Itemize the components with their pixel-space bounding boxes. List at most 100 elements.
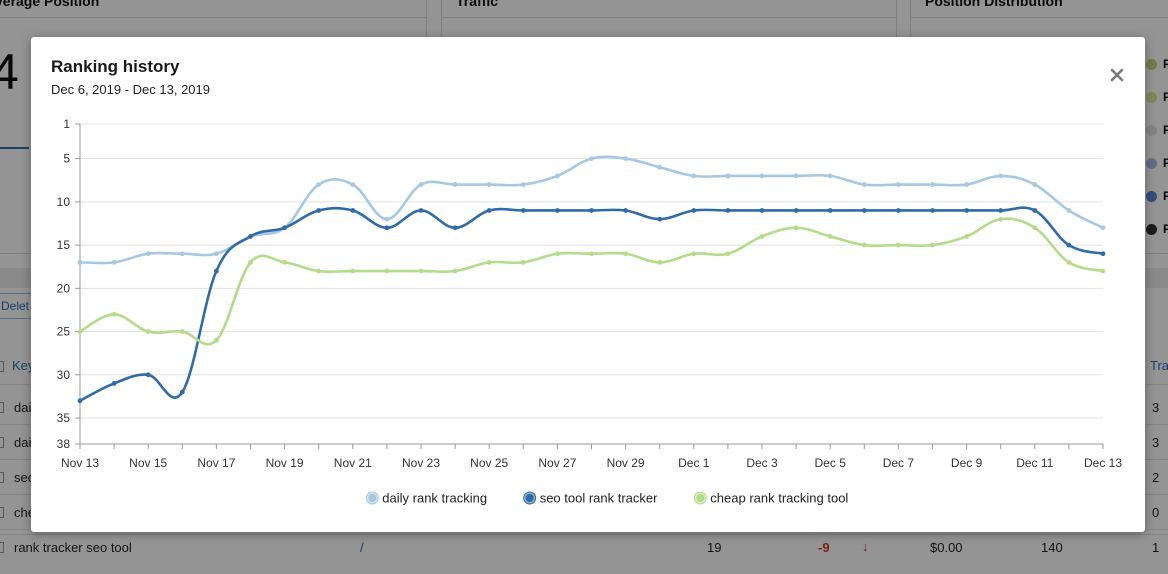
data-point — [691, 173, 697, 179]
down-arrow-icon: ↓ — [862, 539, 869, 554]
row-checkbox[interactable] — [0, 402, 4, 413]
data-point — [930, 242, 935, 248]
average-position-sparkline — [0, 147, 29, 149]
data-point — [657, 164, 663, 170]
last-row-url[interactable]: / — [360, 540, 364, 555]
data-point — [486, 259, 492, 265]
data-point — [1100, 268, 1106, 274]
data-point — [725, 208, 731, 213]
row-checkbox[interactable] — [0, 437, 4, 448]
data-point — [555, 173, 560, 179]
series-line — [79, 217, 1104, 346]
data-point — [350, 182, 356, 187]
y-tick-label: 30 — [57, 368, 71, 382]
modal-title: Ranking history — [51, 57, 180, 76]
close-icon[interactable] — [1109, 67, 1125, 83]
x-tick-label: Nov 27 — [538, 456, 576, 470]
legend-swatch-inner — [368, 494, 377, 502]
legend-label: P — [1163, 57, 1168, 71]
data-point — [759, 234, 765, 239]
x-tick-label: Nov 13 — [61, 456, 99, 470]
data-point — [214, 337, 219, 343]
average-position-value: 4 — [0, 44, 19, 100]
data-point — [827, 234, 833, 239]
data-point — [964, 234, 969, 239]
series-seo-tool-rank-tracker — [77, 206, 1106, 404]
y-tick-label: 5 — [63, 152, 70, 166]
data-point — [1066, 242, 1072, 248]
data-point — [964, 182, 969, 187]
select-all-checkbox[interactable] — [0, 361, 4, 372]
legend-item[interactable]: seo tool rank tracker — [523, 491, 658, 506]
data-point — [316, 268, 322, 274]
legend-item[interactable]: daily rank tracking — [365, 491, 487, 506]
position-distribution-title: Position Distribution — [925, 0, 1063, 9]
data-point — [316, 208, 322, 213]
data-point — [725, 173, 731, 179]
data-point — [486, 182, 492, 187]
data-point — [623, 208, 628, 213]
y-tick-label: 15 — [57, 238, 71, 252]
data-point — [1066, 259, 1072, 265]
traffic-column-header[interactable]: Tra — [1150, 358, 1168, 373]
data-point — [1100, 251, 1106, 257]
x-tick-label: Nov 25 — [470, 456, 508, 470]
x-tick-label: Dec 5 — [815, 456, 847, 470]
data-point — [896, 182, 901, 187]
x-tick-label: Dec 11 — [1016, 456, 1053, 470]
legend-item[interactable]: cheap rank tracking tool — [693, 491, 848, 506]
data-point — [384, 216, 390, 222]
data-point — [520, 208, 526, 213]
x-tick-label: Dec 7 — [883, 456, 915, 470]
legend-dot — [1146, 158, 1157, 169]
row-keyword: dai — [14, 400, 32, 415]
data-point — [930, 208, 935, 213]
x-tick-label: Nov 23 — [402, 456, 440, 470]
data-point — [861, 208, 867, 213]
data-point — [145, 329, 151, 334]
data-point — [179, 329, 185, 334]
average-position-title: verage Position — [0, 0, 100, 9]
legend-label: P — [1163, 189, 1168, 203]
legend-dot — [1146, 125, 1157, 136]
data-point — [77, 329, 83, 334]
data-point — [316, 182, 322, 187]
y-tick-label: 1 — [63, 117, 70, 131]
legend-label: seo tool rank tracker — [540, 491, 658, 506]
data-point — [691, 251, 697, 257]
data-point — [793, 173, 799, 179]
data-point — [418, 208, 424, 213]
legend-label: cheap rank tracking tool — [710, 491, 848, 506]
legend-label: P — [1163, 123, 1168, 137]
data-point — [452, 225, 458, 231]
x-tick-label: Nov 15 — [129, 456, 167, 470]
data-point — [1032, 182, 1038, 187]
keyword-column-header[interactable]: Key — [12, 358, 35, 373]
y-tick-label: 35 — [57, 411, 71, 425]
data-point — [589, 156, 594, 161]
data-point — [282, 259, 287, 265]
data-point — [77, 259, 83, 265]
last-row-cpc: $0.00 — [930, 540, 963, 555]
row-keyword: dai — [14, 435, 32, 450]
x-tick-label: Dec 1 — [678, 456, 710, 470]
modal-date-range: Dec 6, 2019 - Dec 13, 2019 — [51, 82, 210, 97]
row-traffic: 0 — [1152, 505, 1160, 520]
data-point — [486, 208, 492, 213]
data-point — [589, 251, 594, 257]
x-tick-label: Nov 21 — [334, 456, 372, 470]
row-keyword: che — [14, 505, 35, 520]
data-point — [452, 182, 458, 187]
x-axis: Nov 13 Nov 15 Nov 17 Nov 19 Nov 21 Nov 23 Nov … — [61, 443, 1122, 470]
data-point — [555, 208, 560, 213]
row-checkbox[interactable] — [0, 507, 4, 518]
row-checkbox[interactable] — [0, 472, 4, 483]
row-checkbox[interactable] — [0, 542, 4, 553]
y-tick-label: 38 — [57, 437, 71, 451]
data-point — [827, 173, 833, 179]
x-tick-label: Nov 29 — [607, 456, 645, 470]
last-row-position: 19 — [707, 540, 722, 555]
legend-swatch-inner — [525, 494, 534, 502]
data-point — [452, 268, 458, 274]
